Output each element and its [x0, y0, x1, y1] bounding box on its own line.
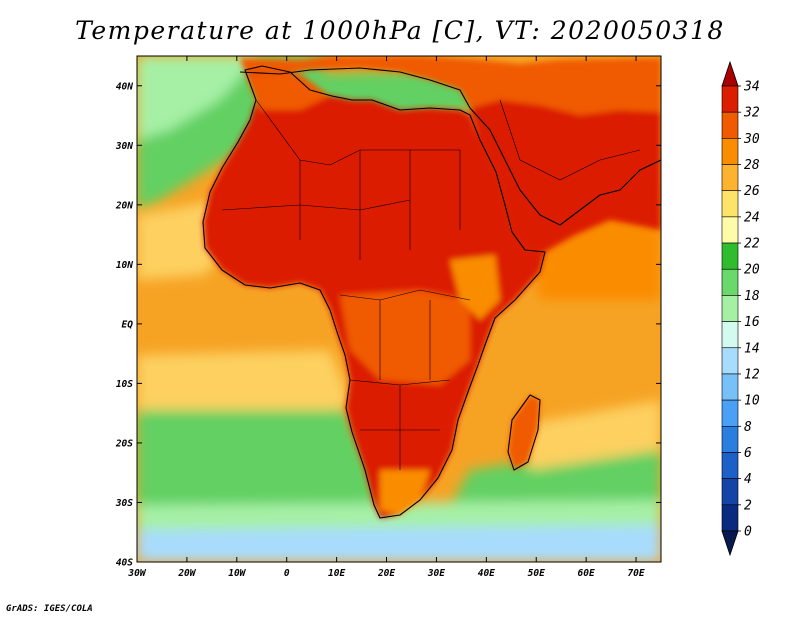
madagascar-coastline [507, 394, 541, 471]
colorbar-label: 6 [744, 446, 752, 461]
colorbar-segment [721, 347, 739, 375]
lon-tick-label: 60E [578, 568, 595, 579]
colorbar-label: 14 [744, 341, 760, 356]
colorbar-label: 20 [744, 263, 760, 278]
madagascar [508, 395, 540, 470]
lon-tick-label: 0 [284, 568, 290, 579]
south-atlantic-mild-zone [137, 350, 350, 425]
lon-tick-label: 70E [627, 568, 644, 579]
colorbar-segment [721, 452, 739, 479]
africa-landmass [203, 66, 545, 518]
lon-tick-label: 10E [328, 568, 345, 579]
lon-tick-label: 40E [478, 568, 495, 579]
north-atlantic-cold-zone [137, 56, 260, 140]
lat-tick-label: 30N [115, 141, 133, 152]
lat-tick-label: 30S [115, 498, 133, 509]
colorbar-label: 26 [744, 184, 760, 199]
longitude-axis: 30W 20W 10W 0 10E 20E 30E 40E 50E 60E 70E [127, 56, 645, 579]
colorbar-label: 12 [744, 367, 760, 382]
colorbar-segment [721, 164, 739, 192]
colorbar-segment [721, 242, 739, 270]
morocco-atlas-zone [245, 74, 330, 110]
colorbar-label: 28 [744, 158, 760, 173]
colorbar-label: 24 [744, 210, 760, 225]
lat-tick-label: 40S [116, 558, 133, 569]
south-indian-mild-zone [520, 400, 661, 470]
coastlines [202, 65, 661, 519]
colorbar-segment [721, 268, 739, 296]
colorbar-segment [721, 399, 739, 427]
lon-tick-label: 20W [177, 568, 196, 579]
colorbar-label: 34 [743, 80, 760, 95]
colorbar-segment [721, 190, 739, 218]
south-atlantic-cool-zone [137, 410, 380, 520]
colorbar-label: 2 [744, 498, 752, 513]
colorbar-segment [721, 373, 739, 401]
lat-tick-label: 10N [116, 260, 133, 271]
colorbar-label: 10 [744, 394, 760, 409]
colorbar-segment [721, 295, 739, 322]
lat-tick-label: 20S [115, 438, 133, 449]
europe-middle-east-strip [240, 56, 661, 115]
colorbar-segment [721, 321, 739, 349]
lat-tick-label: 40N [116, 81, 133, 92]
colorbar-label: 4 [744, 472, 752, 487]
south-africa-cooler-zone [380, 470, 430, 515]
country-borders [221, 99, 641, 470]
colorbar-bottom-arrow [721, 530, 739, 557]
plot-frame [136, 55, 662, 563]
lat-tick-label: 10S [116, 379, 133, 390]
colorbar-top-arrow [721, 60, 739, 87]
lon-tick-label: 30W [127, 568, 146, 579]
lat-tick-label: 20N [115, 200, 133, 211]
latitude-axis: 40N 30N 20N 10N EQ 10S 20S 30S 40S [115, 81, 661, 569]
colorbar-label: 8 [744, 420, 752, 435]
colorbar-segment [721, 216, 739, 244]
colorbar-segment [721, 111, 739, 139]
colorbar-label: 22 [744, 237, 760, 252]
lon-tick-label: 10W [228, 568, 246, 579]
colorbar-label: 16 [744, 315, 760, 330]
map-plot-area [137, 56, 661, 562]
colorbar-label: 30 [743, 132, 760, 147]
central-africa-warm-zone [340, 290, 470, 385]
east-africa-highlands [450, 255, 500, 320]
map-title: Temperature at 1000hPa [C], VT: 20200503… [75, 16, 725, 45]
colorbar-label: 0 [744, 525, 752, 540]
colorbar-segment [721, 138, 739, 165]
arabian-peninsula [470, 100, 661, 252]
red-sea-gulf-coastline [469, 107, 661, 226]
colorbar-label: 32 [743, 106, 760, 121]
mediterranean-south-coastline [239, 67, 471, 109]
lon-tick-label: 50E [528, 568, 545, 579]
africa-coastline [202, 65, 546, 519]
colorbar-segment [721, 504, 739, 532]
colorbar-segment [721, 478, 739, 506]
colorbar-segment [721, 425, 739, 453]
lat-tick-label: EQ [122, 319, 134, 330]
lon-tick-label: 20E [377, 568, 395, 579]
colorbar-label: 18 [744, 289, 760, 304]
lon-tick-label: 30E [427, 568, 445, 579]
southern-ocean-cold-zone [137, 525, 661, 562]
colorbar-segment [721, 85, 739, 113]
grads-credit: GrADS: IGES/COLA [6, 604, 93, 614]
